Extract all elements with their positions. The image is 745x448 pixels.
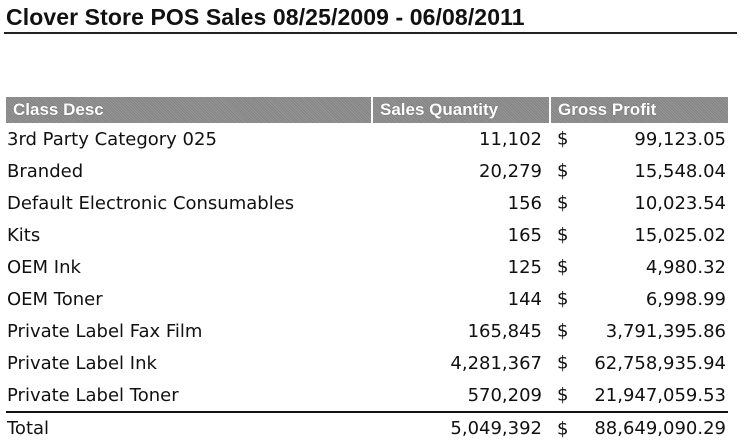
currency-symbol: $ — [557, 320, 569, 342]
table-row: Kits 165 $15,025.02 — [6, 219, 728, 251]
class-desc-cell: Private Label Toner — [7, 384, 179, 406]
gross-profit-cell: $15,025.02 — [550, 219, 728, 251]
class-desc-cell: OEM Ink — [7, 256, 81, 278]
gross-profit-amount: 3,791,395.86 — [605, 320, 726, 342]
table-row: OEM Ink 125 $4,980.32 — [6, 251, 728, 283]
class-desc-cell: OEM Toner — [7, 288, 103, 310]
class-desc-cell: Private Label Fax Film — [7, 320, 203, 342]
currency-symbol: $ — [557, 384, 569, 406]
class-desc-cell: Branded — [7, 160, 84, 182]
table-row: Private Label Ink 4,281,367 $62,758,935.94 — [6, 347, 728, 379]
currency-symbol: $ — [557, 288, 569, 310]
class-desc-cell: Total — [6, 411, 372, 444]
table-row: Private Label Fax Film 165,845 $3,791,395.… — [6, 315, 728, 347]
gross-profit-amount: 4,980.32 — [645, 256, 726, 278]
gross-profit-cell: $88,649,090.29 — [550, 411, 728, 444]
gross-profit-cell: $4,980.32 — [550, 251, 728, 283]
sales-quantity-cell: 165,845 — [467, 320, 542, 342]
sales-quantity-cell: 4,281,367 — [450, 352, 542, 374]
gross-profit-amount: 15,025.02 — [634, 224, 726, 246]
table-body: 3rd Party Category 025 11,102 $99,123.05 Br… — [6, 123, 728, 444]
gross-profit-amount: 99,123.05 — [634, 128, 726, 150]
gross-profit-cell: $10,023.54 — [550, 187, 728, 219]
currency-symbol: $ — [557, 128, 569, 150]
title-underline — [4, 32, 737, 34]
gross-profit-cell: $62,758,935.94 — [550, 347, 728, 379]
class-desc-cell: Default Electronic Consumables — [7, 192, 295, 214]
currency-symbol: $ — [557, 418, 569, 439]
sales-quantity-cell: 5,049,392 — [372, 411, 550, 444]
table-row: OEM Toner 144 $6,998.99 — [6, 283, 728, 315]
currency-symbol: $ — [557, 192, 569, 214]
class-desc-cell: Kits — [7, 224, 41, 246]
gross-profit-cell: $99,123.05 — [550, 123, 728, 155]
gross-profit-amount: 62,758,935.94 — [594, 352, 726, 374]
gross-profit-amount: 6,998.99 — [645, 288, 726, 310]
class-desc-cell: 3rd Party Category 025 — [7, 128, 217, 150]
gross-profit-cell: $3,791,395.86 — [550, 315, 728, 347]
sales-quantity-cell: 125 — [507, 256, 542, 278]
header-row: Class Desc Sales Quantity Gross Profit — [6, 97, 728, 123]
sales-quantity-cell: 570,209 — [467, 384, 542, 406]
currency-symbol: $ — [557, 352, 569, 374]
header-sales-quantity: Sales Quantity — [372, 97, 551, 123]
table-row: Private Label Toner 570,209 $21,947,059.53 — [6, 379, 728, 412]
class-desc-cell: Private Label Ink — [7, 352, 157, 374]
header-gross-profit: Gross Profit — [550, 97, 728, 123]
table-row: Branded 20,279 $15,548.04 — [6, 155, 728, 187]
currency-symbol: $ — [557, 224, 569, 246]
header-class-desc: Class Desc — [6, 97, 373, 123]
currency-symbol: $ — [557, 256, 569, 278]
gross-profit-amount: 10,023.54 — [634, 192, 726, 214]
sales-quantity-cell: 165 — [507, 224, 542, 246]
report-title: Clover Store POS Sales 08/25/2009 - 06/0… — [6, 4, 525, 30]
gross-profit-cell: $15,548.04 — [550, 155, 728, 187]
sales-quantity-cell: 11,102 — [479, 128, 542, 150]
gross-profit-amount: 88,649,090.29 — [594, 418, 726, 439]
sales-quantity-cell: 20,279 — [479, 160, 542, 182]
gross-profit-cell: $21,947,059.53 — [550, 379, 728, 412]
sales-quantity-cell: 144 — [507, 288, 542, 310]
table-row: Default Electronic Consumables 156 $10,023… — [6, 187, 728, 219]
gross-profit-cell: $6,998.99 — [550, 283, 728, 315]
sales-quantity-cell: 156 — [507, 192, 542, 214]
table-row: 3rd Party Category 025 11,102 $99,123.05 — [6, 123, 728, 155]
gross-profit-amount: 15,548.04 — [634, 160, 726, 182]
currency-symbol: $ — [557, 160, 569, 182]
gross-profit-amount: 21,947,059.53 — [594, 384, 726, 406]
sales-table: Class Desc Sales Quantity Gross Profit 3… — [6, 97, 728, 444]
total-row: Total 5,049,392 $88,649,090.29 — [6, 411, 728, 444]
